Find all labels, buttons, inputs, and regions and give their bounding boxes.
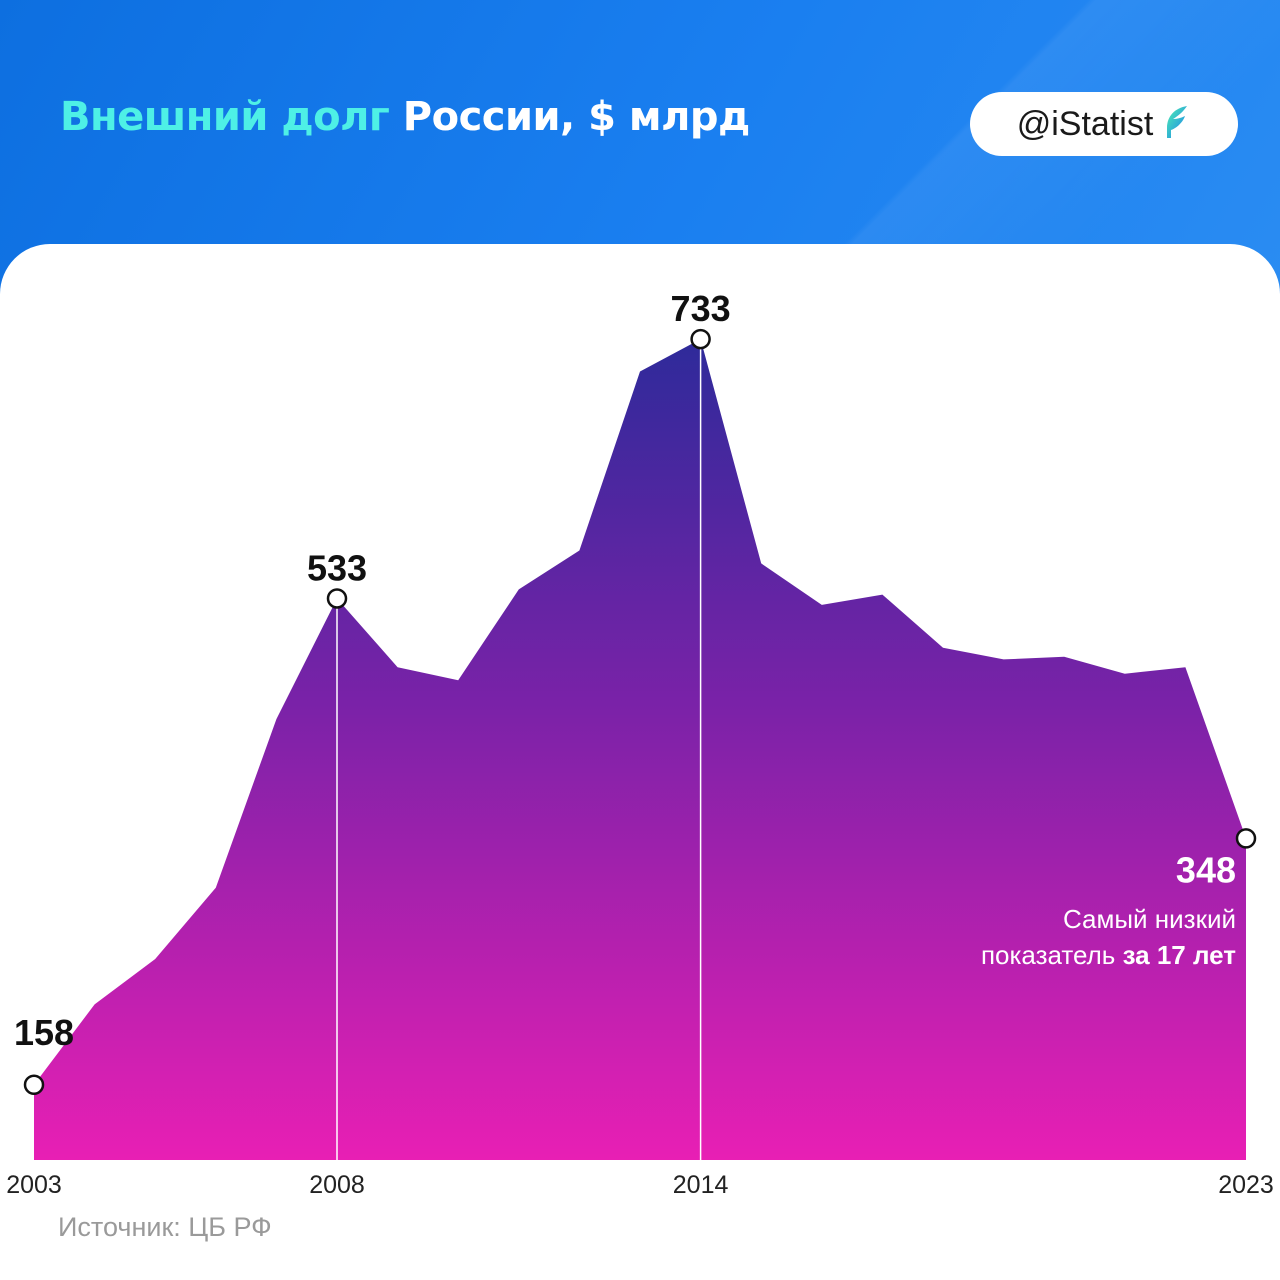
data-point-2014 (690, 328, 711, 350)
data-label-2008: 533 (307, 547, 367, 588)
annotation-line-2: показатель за 17 лет (981, 940, 1236, 970)
title-part-main: России, $ млрд (402, 94, 751, 140)
chart-title: Внешний долг России, $ млрд (60, 94, 750, 140)
data-label-2023: 348 (1176, 849, 1236, 890)
feather-logo-icon (1163, 104, 1191, 144)
x-tick-label: 2008 (309, 1171, 365, 1199)
area-series (34, 339, 1246, 1161)
title-part-accent: Внешний долг (60, 94, 390, 140)
brand-badge[interactable]: @iStatist (970, 92, 1238, 156)
data-point-2023 (1235, 828, 1257, 849)
x-tick-label: 2023 (1218, 1171, 1274, 1199)
source-note: Источник: ЦБ РФ (58, 1212, 272, 1242)
x-tick-label: 2014 (673, 1171, 729, 1199)
data-point-2003 (23, 1074, 45, 1096)
annotation-line-1: Самый низкий (1063, 904, 1236, 934)
header-banner: Внешний долг России, $ млрд @iStatist (0, 0, 1280, 300)
annotation-bold: за 17 лет (1123, 940, 1237, 970)
data-point-2008 (326, 588, 348, 609)
brand-handle: @iStatist (1016, 104, 1154, 143)
x-tick-label: 2003 (6, 1171, 62, 1199)
data-label-2003: 158 (14, 1012, 74, 1053)
annotation-regular: показатель (981, 940, 1123, 970)
data-label-2014: 733 (671, 288, 731, 329)
